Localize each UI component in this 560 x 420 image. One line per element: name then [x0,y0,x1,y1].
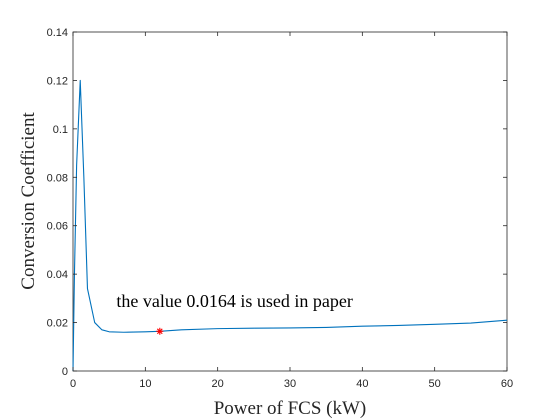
x-tick-label: 50 [429,378,441,390]
x-tick-label: 10 [139,378,151,390]
ticks-layer: 0 10 20 30 40 50 60 0 0.02 0.04 0.06 0.08 0.1 0.12 0.1… [47,27,514,390]
y-tick-label: 0.08 [47,172,68,184]
plot-frame [72,31,508,372]
y-tick-label: 0.14 [47,27,68,39]
y-tick-label: 0.04 [47,269,68,281]
y-tick-label: 0.1 [53,124,68,136]
y-tick-label: 0.06 [47,221,68,233]
x-tick-label: 0 [70,378,76,390]
y-tick-label: 0.02 [47,318,68,330]
y-tick-label: 0.12 [47,75,68,87]
x-axis-label: Power of FCS (kW) [214,398,367,419]
x-tick-label: 30 [284,378,296,390]
x-tick-label: 40 [356,378,368,390]
labels-layer: Power of FCS (kW) Conversion Coefficient [18,112,366,419]
series-layer: the value 0.0164 is used in paper [72,79,508,372]
series-line [72,79,508,372]
highlight-marker [156,327,164,335]
y-axis-label: Conversion Coefficient [18,112,39,290]
x-tick-label: 60 [501,378,513,390]
plot-area [72,31,508,372]
y-tick-label: 0 [62,366,68,378]
x-tick-label: 20 [212,378,224,390]
annotation: the value 0.0164 is used in paper [116,291,352,311]
